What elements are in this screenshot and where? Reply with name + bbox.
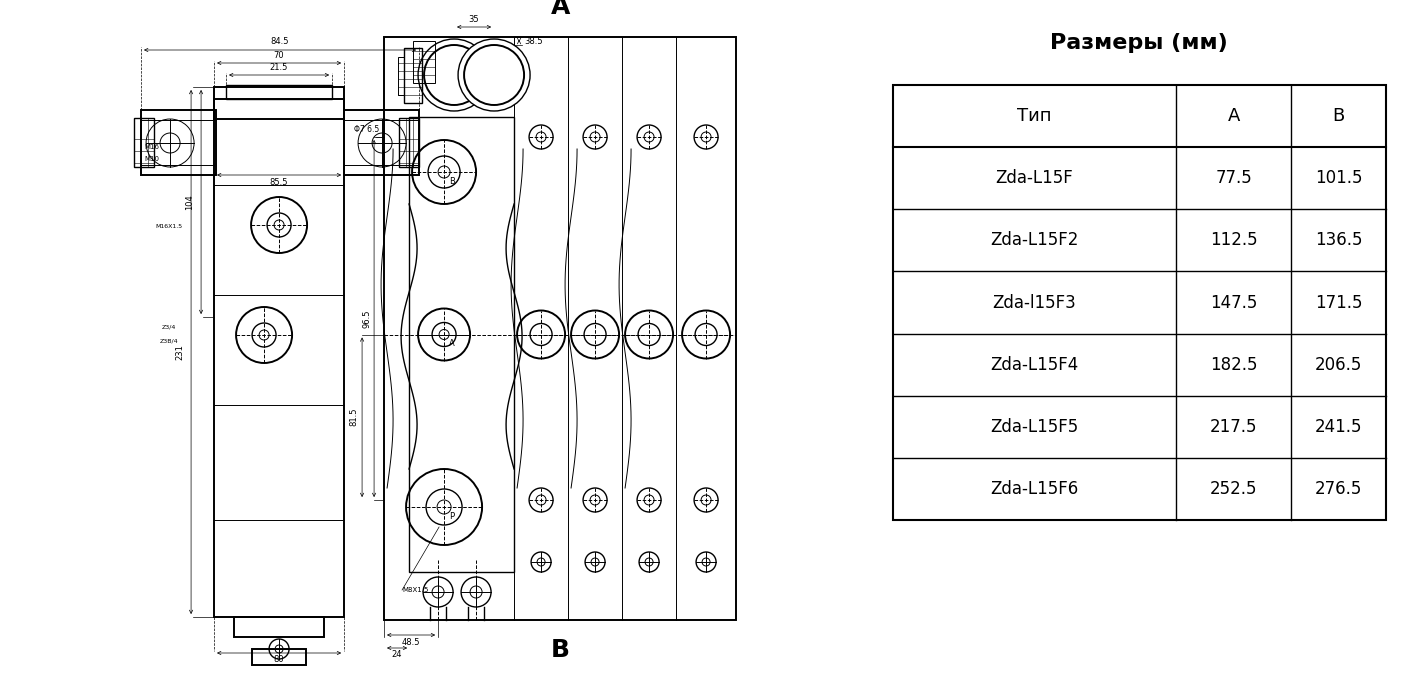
- Text: B: B: [550, 638, 570, 662]
- Text: P: P: [448, 512, 454, 521]
- Bar: [409, 117, 515, 572]
- Text: 252.5: 252.5: [1210, 480, 1258, 498]
- Text: 85.5: 85.5: [269, 178, 288, 187]
- Text: 171.5: 171.5: [1316, 294, 1362, 311]
- Bar: [893, 85, 1386, 520]
- Bar: [214, 99, 344, 119]
- Text: A: A: [448, 340, 455, 348]
- Text: 35: 35: [468, 15, 479, 24]
- Text: M8X1.5: M8X1.5: [402, 587, 429, 593]
- Bar: [134, 118, 154, 167]
- Text: 206.5: 206.5: [1316, 356, 1362, 374]
- Circle shape: [458, 39, 530, 111]
- Text: M16X1.5: M16X1.5: [155, 225, 183, 230]
- Circle shape: [419, 39, 491, 111]
- Text: 136.5: 136.5: [1316, 232, 1362, 249]
- Bar: [398, 57, 405, 95]
- Text: M16: M16: [144, 144, 159, 150]
- Text: 104: 104: [185, 194, 195, 210]
- Text: 80: 80: [274, 655, 285, 664]
- Text: 38.5: 38.5: [525, 36, 543, 45]
- Text: 276.5: 276.5: [1316, 480, 1362, 498]
- Bar: [344, 110, 419, 175]
- Text: Тип: Тип: [1017, 107, 1052, 125]
- Text: 217.5: 217.5: [1210, 418, 1258, 436]
- Bar: [226, 85, 333, 99]
- Text: 24: 24: [392, 650, 402, 659]
- Text: 101.5: 101.5: [1316, 169, 1362, 187]
- Text: Zda-L15F6: Zda-L15F6: [990, 480, 1079, 498]
- Bar: [252, 649, 306, 665]
- Text: 81.5: 81.5: [350, 408, 358, 427]
- Text: 231: 231: [175, 344, 185, 360]
- Text: M10: M10: [144, 156, 159, 162]
- Bar: [413, 41, 436, 83]
- Text: Z3B/4: Z3B/4: [159, 338, 179, 344]
- Text: Zda-L15F: Zda-L15F: [995, 169, 1073, 187]
- Text: 77.5: 77.5: [1215, 169, 1252, 187]
- Text: 112.5: 112.5: [1210, 232, 1258, 249]
- Text: Z3/4: Z3/4: [162, 325, 176, 329]
- Bar: [405, 48, 422, 103]
- Bar: [399, 118, 419, 167]
- Text: 48.5: 48.5: [402, 638, 420, 647]
- Text: 21.5: 21.5: [269, 63, 288, 72]
- Text: 70: 70: [274, 51, 285, 60]
- Text: Φ7 6.5: Φ7 6.5: [354, 124, 379, 134]
- Text: Размеры (мм): Размеры (мм): [1050, 33, 1228, 53]
- Text: 96.5: 96.5: [362, 309, 371, 328]
- Text: Zda-l15F3: Zda-l15F3: [993, 294, 1076, 311]
- Text: Zda-L15F2: Zda-L15F2: [990, 232, 1079, 249]
- Text: 84.5: 84.5: [271, 37, 289, 46]
- Text: B: B: [1332, 107, 1345, 125]
- Text: Zda-L15F5: Zda-L15F5: [990, 418, 1079, 436]
- Text: B: B: [448, 177, 455, 186]
- Text: 241.5: 241.5: [1316, 418, 1362, 436]
- Text: A: A: [550, 0, 570, 19]
- Bar: [384, 37, 736, 620]
- Bar: [141, 110, 216, 175]
- Text: 182.5: 182.5: [1210, 356, 1258, 374]
- Text: 147.5: 147.5: [1210, 294, 1258, 311]
- Bar: [234, 617, 324, 637]
- Text: Zda-L15F4: Zda-L15F4: [990, 356, 1079, 374]
- Text: A: A: [1228, 107, 1239, 125]
- Bar: [214, 87, 344, 617]
